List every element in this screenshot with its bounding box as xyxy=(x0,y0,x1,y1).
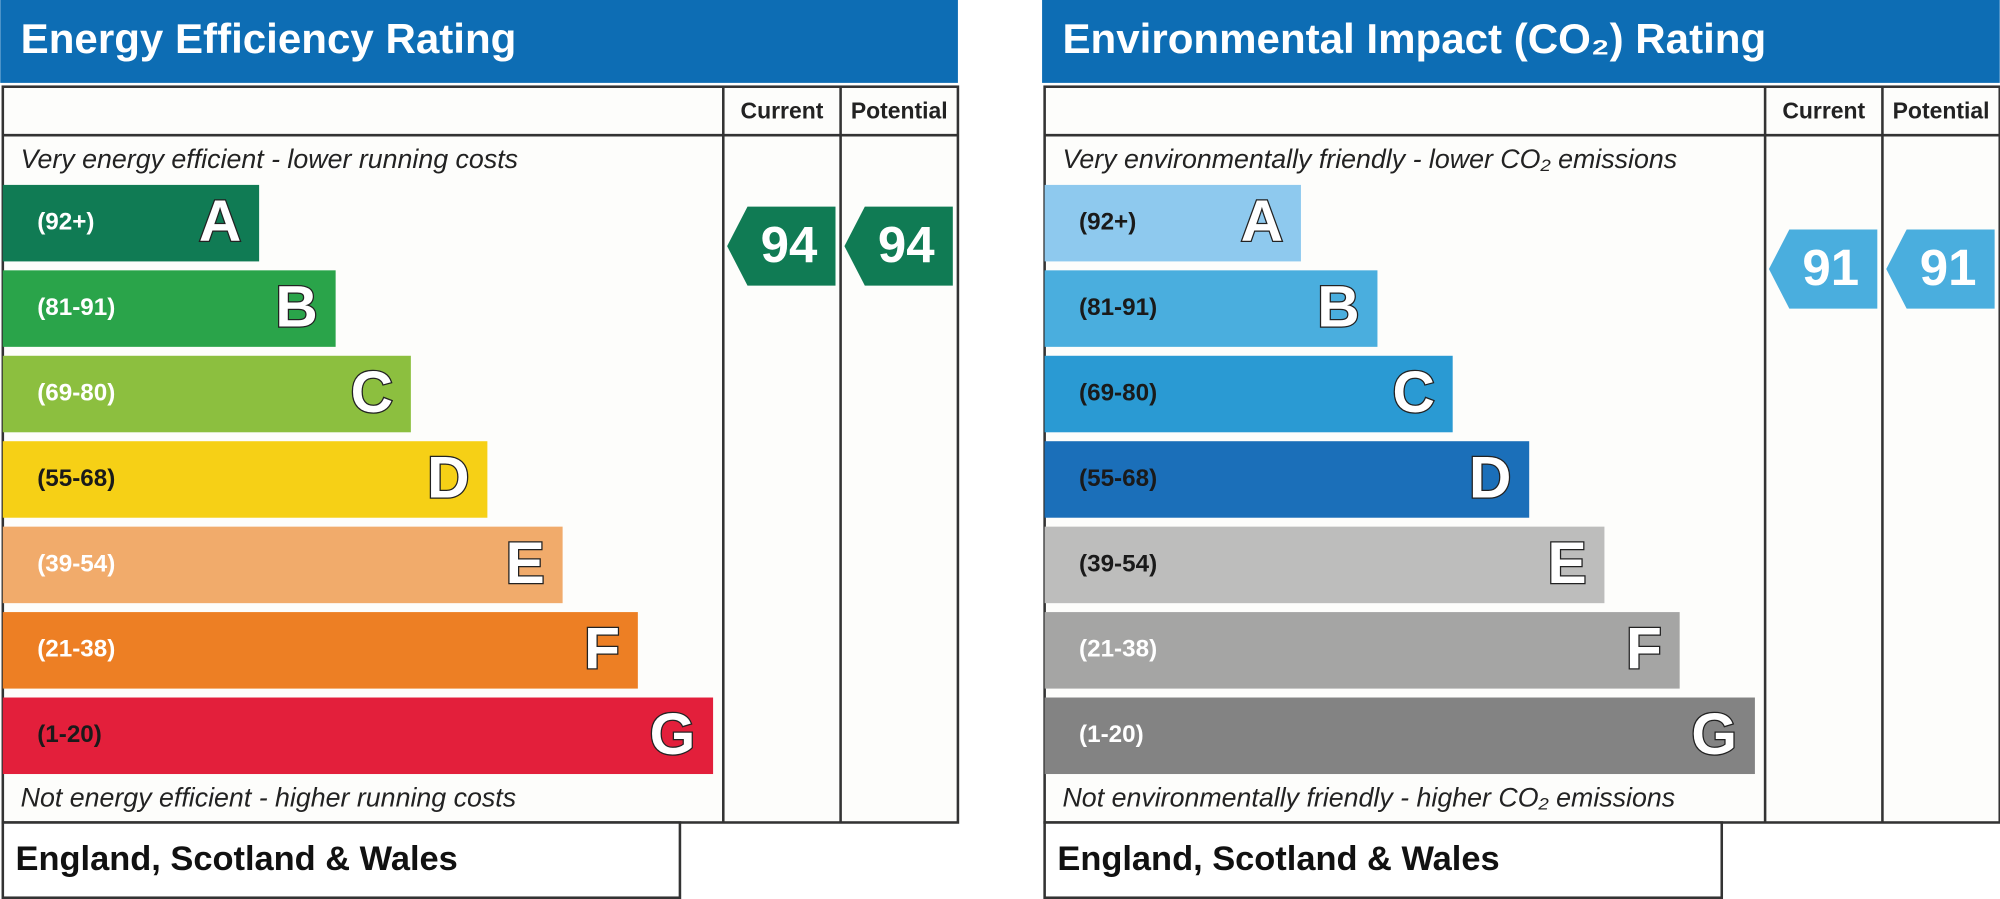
title-bar xyxy=(1042,0,2000,83)
band-letter: A xyxy=(199,189,241,254)
top-note: Very environmentally friendly - lower CO… xyxy=(1062,144,1677,174)
rating-band xyxy=(2,441,488,518)
rating-band xyxy=(1044,441,1530,518)
rating-arrow xyxy=(844,206,953,286)
rating-band xyxy=(2,355,411,433)
rating-value: 91 xyxy=(1920,239,1977,296)
band-range: (1-20) xyxy=(37,721,102,748)
band-range: (92+) xyxy=(37,209,94,236)
band-range: (55-68) xyxy=(37,465,115,492)
rating-band xyxy=(2,270,336,347)
title-bar xyxy=(0,0,958,83)
band-range: (92+) xyxy=(1079,209,1136,236)
rating-value: 94 xyxy=(761,216,818,273)
band-letter: E xyxy=(1547,531,1586,596)
band-letter: A xyxy=(1241,189,1283,254)
band-letter: G xyxy=(1691,702,1737,767)
footer-box xyxy=(1043,821,1724,899)
footer-text: England, Scotland & Wales xyxy=(1057,840,1499,878)
band-range: (39-54) xyxy=(37,550,115,577)
band-range: (69-80) xyxy=(1079,379,1157,406)
band-range: (21-38) xyxy=(1079,636,1157,663)
rating-value: 94 xyxy=(878,216,935,273)
band-letter: F xyxy=(584,616,620,681)
rating-arrow xyxy=(727,206,836,286)
panel-title: Energy Efficiency Rating xyxy=(21,15,517,62)
band-range: (1-20) xyxy=(1079,721,1144,748)
band-letter: F xyxy=(1626,616,1662,681)
column-header: Current xyxy=(1782,97,1865,123)
bottom-note: Not energy efficient - higher running co… xyxy=(21,783,516,813)
band-range: (39-54) xyxy=(1079,550,1157,577)
bottom-note: Not environmentally friendly - higher CO… xyxy=(1062,783,1675,813)
rating-band xyxy=(1044,270,1378,347)
column-header: Current xyxy=(741,97,824,123)
band-letter: B xyxy=(1317,275,1359,340)
panel-title: Environmental Impact (CO₂) Rating xyxy=(1062,15,1766,62)
rating-band xyxy=(1044,526,1605,604)
band-letter: D xyxy=(1469,446,1511,511)
rating-band xyxy=(2,184,260,262)
rating-band xyxy=(1044,612,1680,689)
band-letter: C xyxy=(351,360,393,425)
band-range: (69-80) xyxy=(37,379,115,406)
rating-band xyxy=(2,526,563,604)
band-range: (21-38) xyxy=(37,636,115,663)
band-range: (55-68) xyxy=(1079,465,1157,492)
band-letter: G xyxy=(650,702,696,767)
footer-text: England, Scotland & Wales xyxy=(16,840,458,878)
rating-arrow xyxy=(1886,229,1995,309)
band-letter: E xyxy=(506,531,545,596)
band-range: (81-91) xyxy=(37,294,115,321)
rating-band xyxy=(2,697,714,775)
footer-box xyxy=(1,821,682,899)
rating-band xyxy=(1044,184,1301,262)
band-letter: D xyxy=(427,446,469,511)
rating-band xyxy=(1044,697,1755,775)
rating-band xyxy=(2,612,638,689)
rating-band xyxy=(1044,355,1453,433)
column-header: Potential xyxy=(851,97,948,123)
band-range: (81-91) xyxy=(1079,294,1157,321)
rating-arrow xyxy=(1768,229,1878,309)
column-header: Potential xyxy=(1893,97,1990,123)
band-letter: B xyxy=(275,275,317,340)
rating-value: 91 xyxy=(1802,239,1859,296)
band-letter: C xyxy=(1392,360,1434,425)
top-note: Very energy efficient - lower running co… xyxy=(21,144,518,174)
